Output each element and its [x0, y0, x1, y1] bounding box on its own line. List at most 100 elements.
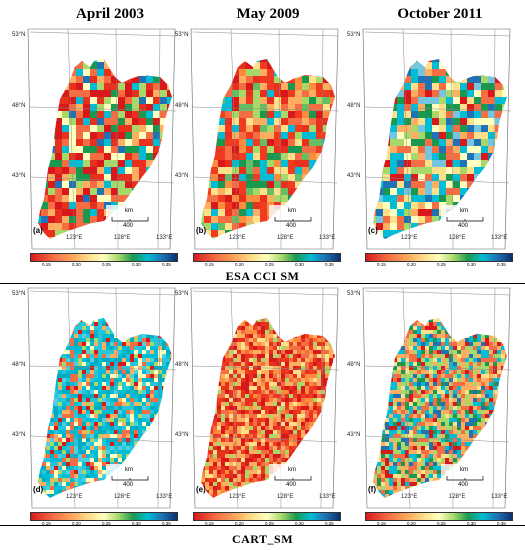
colorbar-tick: 0.35	[162, 262, 171, 267]
map-panel-f: 53°N 48°N 43°N 123°E 128°E 133°E (f) km 400 0.15 0…	[347, 286, 518, 526]
graticule-line	[320, 28, 324, 250]
colorbar-tick: 0.30	[467, 521, 476, 526]
map-svg	[27, 287, 177, 509]
lon-label: 128°E	[277, 235, 294, 241]
scale-length: 400	[458, 482, 469, 488]
graticule-line	[30, 435, 175, 443]
lat-label: 43°N	[175, 173, 189, 179]
graticule-line	[402, 28, 411, 250]
graticule-line	[67, 28, 76, 250]
scale-length: 400	[286, 223, 297, 229]
lon-label: 123°E	[401, 494, 418, 500]
graticule-line	[320, 287, 324, 509]
colorbar-tick: 0.35	[162, 521, 171, 526]
graticule-line	[192, 290, 339, 296]
scale-unit: km	[288, 208, 296, 214]
colorbar-tick: 0.20	[72, 262, 81, 267]
lat-label: 48°N	[12, 362, 26, 368]
colorbar-tick: 0.25	[102, 521, 111, 526]
colorbar	[193, 512, 341, 521]
colorbar-tick: 0.25	[102, 262, 111, 267]
header-october-2011: October 2011	[397, 6, 483, 22]
colorbar-tick: 0.30	[295, 521, 304, 526]
map-svg	[362, 287, 512, 509]
colorbar-tick: 0.15	[205, 521, 214, 526]
graticule-line	[157, 287, 161, 509]
lon-label: 133°E	[319, 235, 336, 241]
lat-label: 53°N	[347, 291, 361, 297]
graticule-line	[29, 365, 177, 371]
row-title-cart-sm: CART_SM	[231, 532, 294, 546]
graticule-line	[192, 31, 339, 37]
colorbar-tick: 0.30	[295, 262, 304, 267]
colorbar	[365, 253, 513, 262]
lon-label: 133°E	[319, 494, 336, 500]
scale-unit: km	[288, 467, 296, 473]
colorbar-tick: 0.25	[437, 521, 446, 526]
colorbar-tick: 0.20	[407, 262, 416, 267]
colorbar	[30, 512, 178, 521]
scale-length: 400	[458, 223, 469, 229]
lon-label: 133°E	[491, 235, 508, 241]
graticule-line	[157, 28, 161, 250]
row-title-esa-cci-sm: ESA CCI SM	[225, 269, 300, 283]
map-svg	[27, 28, 177, 250]
lon-label: 133°E	[156, 235, 173, 241]
map-svg	[190, 287, 340, 509]
graticule-line	[365, 176, 510, 184]
colorbar-tick: 0.20	[235, 262, 244, 267]
lon-label: 123°E	[401, 235, 418, 241]
graticule-line	[29, 106, 177, 112]
map-panel-e: 53°N 48°N 43°N 123°E 128°E 133°E (e) km 400 0.15 0…	[175, 286, 346, 526]
header-may-2009: May 2009	[236, 6, 300, 22]
graticule-line	[364, 365, 512, 371]
graticule-line	[67, 287, 76, 509]
colorbar	[365, 512, 513, 521]
scale-length: 400	[123, 482, 134, 488]
panel-label: (e)	[196, 485, 206, 494]
scale-bar	[446, 217, 484, 222]
lon-label: 128°E	[449, 494, 466, 500]
lon-label: 123°E	[229, 235, 246, 241]
colorbar-tick: 0.25	[265, 521, 274, 526]
colorbar-tick: 0.15	[42, 262, 51, 267]
lon-label: 123°E	[66, 235, 83, 241]
colorbar-tick: 0.35	[497, 262, 506, 267]
graticule-line	[192, 106, 340, 112]
lon-label: 133°E	[156, 494, 173, 500]
graticule-line	[492, 287, 496, 509]
lat-label: 53°N	[175, 32, 189, 38]
lon-label: 128°E	[449, 235, 466, 241]
colorbar-tick: 0.15	[205, 262, 214, 267]
colorbar	[30, 253, 178, 262]
map-svg	[190, 28, 340, 250]
header-april-2003: April 2003	[76, 6, 144, 22]
scale-unit: km	[460, 208, 468, 214]
graticule-line	[492, 28, 496, 250]
lat-label: 43°N	[347, 432, 361, 438]
lat-label: 48°N	[347, 103, 361, 109]
panel-label: (b)	[196, 226, 207, 235]
lat-label: 53°N	[175, 291, 189, 297]
colorbar-tick: 0.35	[325, 521, 334, 526]
map-panel-c: 53°N 48°N 43°N 123°E 128°E 133°E (c) km 400 0.15 0…	[347, 27, 518, 267]
scale-bar	[446, 476, 484, 481]
graticule-line	[230, 287, 239, 509]
colorbar-tick: 0.30	[132, 521, 141, 526]
map-panel-a: 53°N 48°N 43°N 123°E 128°E 133°E (a) km 400 0.15 0…	[12, 27, 183, 267]
lon-label: 128°E	[114, 494, 131, 500]
graticule-line	[192, 365, 340, 371]
map-svg	[362, 28, 512, 250]
lat-label: 43°N	[12, 432, 26, 438]
colorbar-tick: 0.15	[42, 521, 51, 526]
colorbar-tick: 0.20	[72, 521, 81, 526]
scale-bar	[111, 217, 149, 222]
scale-length: 400	[123, 223, 134, 229]
colorbar-tick: 0.30	[132, 262, 141, 267]
scale-unit: km	[460, 467, 468, 473]
lat-label: 48°N	[347, 362, 361, 368]
lon-label: 123°E	[229, 494, 246, 500]
panel-label: (f)	[368, 485, 376, 494]
lon-label: 123°E	[66, 494, 83, 500]
map-panel-d: 53°N 48°N 43°N 123°E 128°E 133°E (d) km 400 0.15 0…	[12, 286, 183, 526]
